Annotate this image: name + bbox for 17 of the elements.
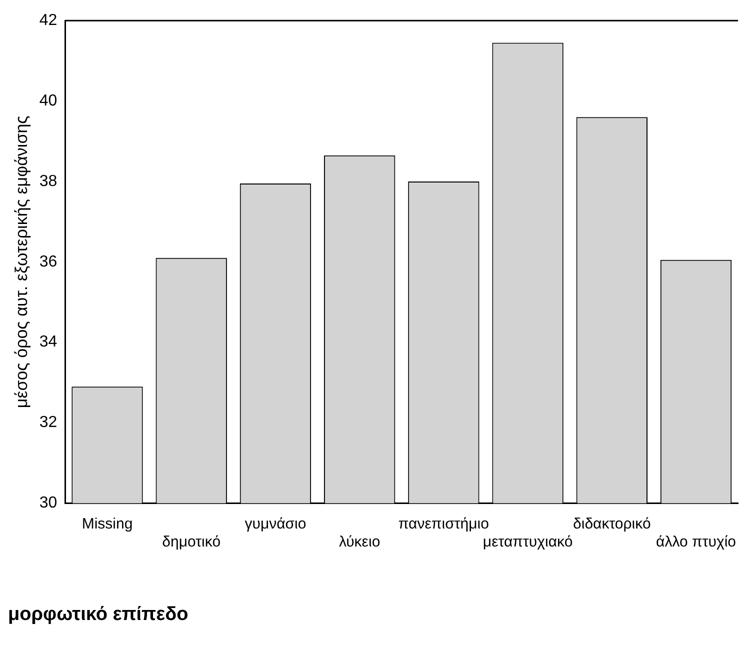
y-tick-label: 42 [39,12,58,30]
x-tick-label: πανεπιστήμιο [398,515,489,532]
y-tick-label: 36 [39,253,58,270]
y-tick-label: 32 [39,414,58,432]
y-tick-label: 34 [39,334,58,351]
x-tick-label: διδακτορικό [573,515,651,532]
y-tick-label: 30 [39,494,58,512]
x-tick-label: δημοτικό [162,533,221,550]
x-tick-label: Missing [82,515,133,532]
y-tick-label: 40 [39,92,58,110]
x-tick-label: γυμνάσιο [244,515,306,532]
y-tick-label: 38 [39,172,58,190]
x-tick-label: άλλο πτυχίο [656,533,736,550]
x-tick-label: λύκειο [338,533,380,550]
y-axis-title: μέσος όρος αυτ. εξωτερικής εμφάνισης [12,116,31,408]
x-axis-title: μορφωτικό επίπεδο [8,604,188,625]
x-tick-label: μεταπτυχιακό [482,533,573,550]
